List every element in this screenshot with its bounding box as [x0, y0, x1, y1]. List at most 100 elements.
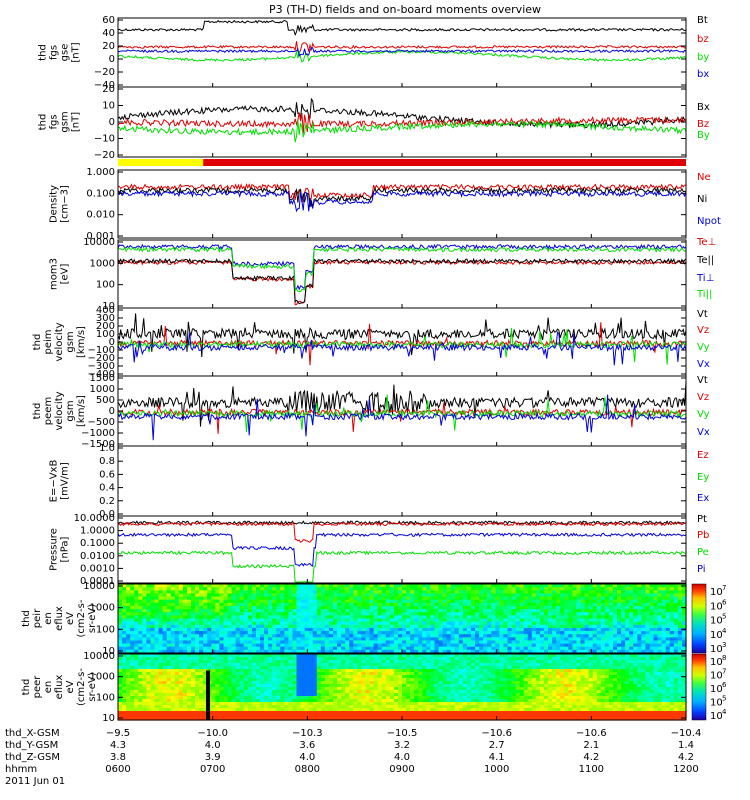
spectrogram-cell: [235, 702, 241, 706]
spectrogram-cell: [430, 615, 436, 620]
spectrogram-cell: [219, 699, 225, 703]
spectrogram-cell: [138, 714, 143, 718]
spectrogram-cell: [544, 615, 549, 620]
spectrogram-cell: [223, 675, 229, 679]
spectrogram-cell: [268, 584, 273, 588]
spectrogram-cell: [617, 599, 622, 604]
spectrogram-cell: [134, 699, 139, 703]
spectrogram-cell: [284, 687, 289, 691]
spectrogram-cell: [134, 605, 139, 610]
spectrogram-cell: [523, 612, 529, 616]
spectrogram-cell: [397, 717, 403, 721]
spectrogram-cell: [381, 593, 387, 598]
spectrogram-cell: [255, 678, 261, 682]
y-axis-label: gse: [60, 44, 71, 62]
spectrogram-cell: [150, 666, 156, 670]
spectrogram-cell: [389, 593, 395, 598]
spectrogram-cell: [211, 663, 216, 667]
spectrogram-cell: [544, 584, 549, 588]
spectrogram-cell: [385, 643, 391, 648]
spectrogram-cell: [219, 687, 225, 691]
spectrogram-cell: [491, 618, 496, 623]
spectrogram-cell: [134, 717, 139, 721]
spectrogram-cell: [625, 618, 630, 623]
spectrogram-cell: [544, 599, 549, 604]
spectrogram-cell: [268, 634, 273, 638]
spectrogram-cell: [580, 596, 586, 601]
spectrogram-cell: [324, 593, 330, 598]
spectrogram-cell: [324, 640, 330, 645]
spectrogram-cell: [276, 654, 281, 658]
spectrogram-cell: [178, 634, 184, 638]
spectrogram-cell: [126, 643, 131, 648]
spectrogram-cell: [373, 672, 379, 676]
spectrogram-cell: [458, 640, 464, 645]
spectrogram-cell: [442, 637, 448, 642]
spectrogram-cell: [681, 631, 687, 635]
spectrogram-cell: [324, 634, 330, 638]
spectrogram-cell: [458, 596, 464, 601]
spectrogram-cell: [612, 646, 618, 651]
spectrogram-cell: [122, 634, 127, 638]
spectrogram-cell: [243, 696, 249, 700]
spectrogram-cell: [227, 615, 233, 620]
y-tick-label: −1000: [81, 428, 115, 439]
spectrogram-cell: [219, 708, 225, 712]
spectrogram-cell: [600, 624, 606, 629]
spectrogram-cell: [357, 672, 363, 676]
spectrogram-cell: [373, 681, 379, 685]
spectrogram-cell: [300, 593, 306, 598]
spectrogram-cell: [337, 649, 342, 654]
spectrogram-cell: [661, 643, 667, 648]
spectrogram-cell: [349, 717, 354, 721]
spectrogram-cell: [328, 590, 334, 595]
spectrogram-cell: [268, 618, 273, 623]
spectrogram-cell: [572, 618, 578, 623]
spectrogram-cell: [292, 649, 298, 654]
spectrogram-cell: [470, 627, 476, 632]
spectrogram-cell: [381, 663, 387, 667]
panel-peim_velocity: VtVzVyVx4003002001000−100−200−300−400thd…: [32, 305, 710, 380]
spectrogram-cell: [499, 618, 505, 623]
spectrogram-cell: [527, 599, 533, 604]
spectrogram-cell: [154, 605, 160, 610]
spectrogram-cell: [239, 612, 245, 616]
legend-Vy: Vy: [697, 409, 710, 420]
spectrogram-cell: [527, 631, 533, 635]
spectrogram-cell: [333, 631, 338, 635]
spectrogram-cell: [377, 714, 383, 718]
spectrogram-cell: [235, 640, 241, 645]
spectrogram-cell: [255, 602, 261, 607]
spectrogram-cell: [296, 618, 302, 623]
spectrogram-cell: [150, 609, 156, 613]
spectrogram-cell: [227, 631, 233, 635]
spectrogram-cell: [600, 640, 606, 645]
spectrogram-cell: [397, 666, 403, 670]
y-tick-label: 0.6: [99, 469, 115, 480]
spectrogram-cell: [397, 663, 403, 667]
spectrogram-cell: [507, 640, 513, 645]
spectrogram-cell: [219, 646, 225, 651]
spectrogram-cell: [134, 637, 139, 642]
spectrogram-cell: [174, 690, 180, 694]
spectrogram-cell: [507, 609, 513, 613]
spectrogram-cell: [292, 627, 298, 632]
spectrogram-cell: [235, 621, 241, 626]
spectrogram-cell: [381, 602, 387, 607]
spectrogram-cell: [406, 693, 411, 697]
series-Npot-line: [117, 189, 687, 213]
spectrogram-cell: [158, 643, 164, 648]
spectrogram-cell: [596, 637, 602, 642]
spectrogram-cell: [142, 672, 147, 676]
spectrogram-cell: [211, 657, 216, 661]
spectrogram-cell: [389, 660, 395, 664]
spectrogram-cell: [130, 660, 135, 664]
spectrogram-cell: [544, 596, 549, 601]
spectrogram-cell: [393, 646, 399, 651]
spectrogram-cell: [300, 631, 306, 635]
spectrogram-cell: [186, 705, 192, 709]
spectrogram-cell: [260, 663, 265, 667]
spectrogram-cell: [142, 590, 147, 595]
spectrogram-cell: [276, 612, 281, 616]
